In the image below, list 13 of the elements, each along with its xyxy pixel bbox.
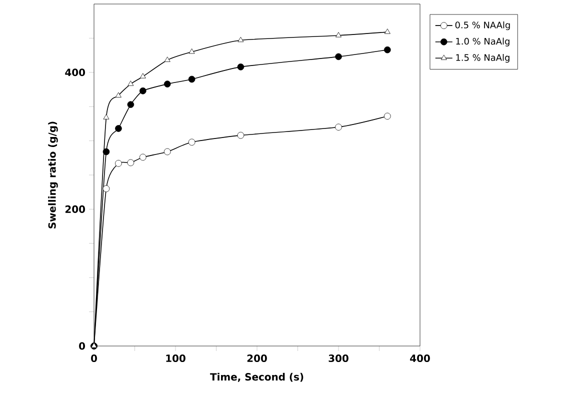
legend-label: 1.5 % NaAlg (456, 54, 510, 63)
x-tick-label: 0 (91, 354, 97, 362)
y-tick-label: 200 (65, 205, 86, 213)
y-tick-label: 0 (79, 342, 86, 350)
x-axis-title: Time, Second (s) (210, 372, 304, 382)
x-tick-label: 300 (328, 354, 348, 362)
x-tick-label: 400 (410, 354, 430, 362)
y-axis-title: Swelling ratio (g/g) (48, 122, 58, 228)
y-tick-label: 400 (65, 68, 86, 76)
legend-label: 0.5 % NAAlg (455, 21, 510, 30)
x-tick-label: 200 (247, 354, 267, 362)
legend-label: 1.0 % NaAlg (456, 38, 510, 46)
x-tick-label: 100 (166, 354, 186, 362)
